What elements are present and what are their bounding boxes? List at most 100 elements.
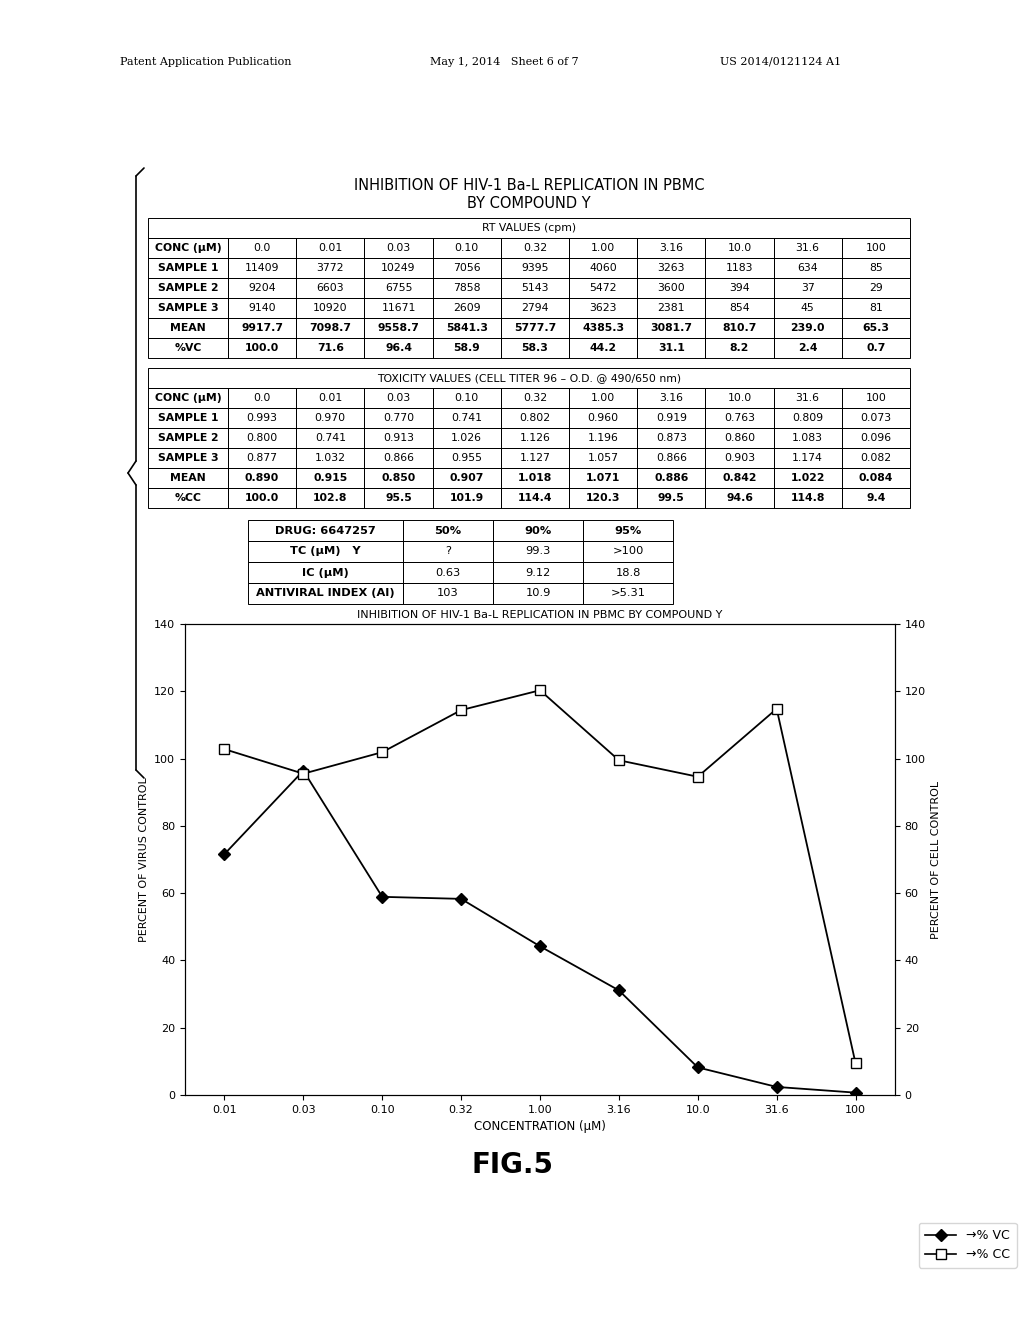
Bar bbox=[637, 238, 706, 257]
Bar bbox=[148, 368, 910, 388]
Text: 11671: 11671 bbox=[381, 304, 416, 313]
Bar bbox=[501, 408, 569, 428]
Text: 0.866: 0.866 bbox=[655, 453, 687, 463]
Text: RT VALUES (cpm): RT VALUES (cpm) bbox=[482, 223, 577, 234]
Text: 2381: 2381 bbox=[657, 304, 685, 313]
Y-axis label: PERCENT OF CELL CONTROL: PERCENT OF CELL CONTROL bbox=[932, 780, 941, 939]
Text: 2609: 2609 bbox=[453, 304, 480, 313]
Bar bbox=[773, 257, 842, 279]
Bar bbox=[773, 298, 842, 318]
Bar bbox=[228, 428, 296, 447]
Text: 0.860: 0.860 bbox=[724, 433, 755, 444]
Text: 0.873: 0.873 bbox=[655, 433, 687, 444]
Text: 2.4: 2.4 bbox=[798, 343, 817, 352]
Text: 394: 394 bbox=[729, 282, 750, 293]
Text: 103: 103 bbox=[437, 589, 459, 598]
Bar bbox=[501, 428, 569, 447]
Bar bbox=[432, 428, 501, 447]
Bar bbox=[432, 279, 501, 298]
Text: 101.9: 101.9 bbox=[450, 492, 483, 503]
Text: Patent Application Publication: Patent Application Publication bbox=[120, 57, 292, 67]
Bar bbox=[296, 408, 365, 428]
Bar bbox=[148, 338, 228, 358]
Text: SAMPLE 3: SAMPLE 3 bbox=[158, 304, 218, 313]
Text: 90%: 90% bbox=[524, 525, 552, 536]
Text: 0.073: 0.073 bbox=[860, 413, 892, 422]
Text: 1.026: 1.026 bbox=[452, 433, 482, 444]
Text: 0.03: 0.03 bbox=[386, 243, 411, 253]
Bar bbox=[365, 469, 432, 488]
Text: TC (μM)   Y: TC (μM) Y bbox=[290, 546, 360, 557]
Text: 0.0: 0.0 bbox=[253, 393, 270, 403]
Text: 5777.7: 5777.7 bbox=[514, 323, 556, 333]
Text: %CC: %CC bbox=[174, 492, 202, 503]
Text: IC (μM): IC (μM) bbox=[302, 568, 349, 578]
Bar bbox=[501, 338, 569, 358]
Text: 4060: 4060 bbox=[589, 263, 617, 273]
Bar bbox=[501, 318, 569, 338]
Bar bbox=[228, 279, 296, 298]
Text: 7098.7: 7098.7 bbox=[309, 323, 351, 333]
Text: CONC (μM): CONC (μM) bbox=[155, 393, 221, 403]
Bar bbox=[583, 562, 673, 583]
Bar bbox=[569, 469, 637, 488]
Text: 114.8: 114.8 bbox=[791, 492, 825, 503]
Text: 1.127: 1.127 bbox=[519, 453, 550, 463]
Title: INHIBITION OF HIV-1 Ba-L REPLICATION IN PBMC BY COMPOUND Y: INHIBITION OF HIV-1 Ba-L REPLICATION IN … bbox=[357, 610, 723, 620]
Bar bbox=[706, 408, 773, 428]
Bar bbox=[365, 338, 432, 358]
Bar bbox=[296, 238, 365, 257]
Text: 31.1: 31.1 bbox=[657, 343, 685, 352]
Bar bbox=[773, 238, 842, 257]
Text: 37: 37 bbox=[801, 282, 814, 293]
Text: SAMPLE 2: SAMPLE 2 bbox=[158, 433, 218, 444]
Text: 7056: 7056 bbox=[453, 263, 480, 273]
Bar bbox=[403, 583, 493, 605]
Text: 9204: 9204 bbox=[248, 282, 275, 293]
Text: 1183: 1183 bbox=[726, 263, 754, 273]
Bar bbox=[501, 469, 569, 488]
Bar bbox=[432, 488, 501, 508]
Bar bbox=[296, 488, 365, 508]
Text: 99.3: 99.3 bbox=[525, 546, 551, 557]
Bar bbox=[773, 279, 842, 298]
Text: 120.3: 120.3 bbox=[586, 492, 621, 503]
Text: ?: ? bbox=[445, 546, 451, 557]
Bar bbox=[228, 257, 296, 279]
Bar bbox=[403, 520, 493, 541]
Text: CONC (μM): CONC (μM) bbox=[155, 243, 221, 253]
Text: 5143: 5143 bbox=[521, 282, 549, 293]
Bar bbox=[365, 238, 432, 257]
Bar bbox=[501, 279, 569, 298]
Text: 3.16: 3.16 bbox=[659, 243, 683, 253]
Text: 0.10: 0.10 bbox=[455, 393, 479, 403]
Bar bbox=[569, 428, 637, 447]
Text: 6755: 6755 bbox=[385, 282, 413, 293]
Bar bbox=[148, 408, 228, 428]
Bar bbox=[637, 469, 706, 488]
Text: 9917.7: 9917.7 bbox=[241, 323, 283, 333]
Bar bbox=[148, 279, 228, 298]
Bar bbox=[773, 338, 842, 358]
Bar bbox=[706, 488, 773, 508]
Bar bbox=[637, 488, 706, 508]
Bar bbox=[569, 298, 637, 318]
Bar bbox=[432, 238, 501, 257]
Text: 0.993: 0.993 bbox=[247, 413, 278, 422]
Bar bbox=[432, 257, 501, 279]
Bar bbox=[228, 469, 296, 488]
Text: 0.763: 0.763 bbox=[724, 413, 755, 422]
Bar bbox=[842, 338, 910, 358]
Bar bbox=[365, 279, 432, 298]
Bar bbox=[228, 298, 296, 318]
Bar bbox=[842, 238, 910, 257]
Bar bbox=[365, 447, 432, 469]
Text: 29: 29 bbox=[869, 282, 883, 293]
Bar bbox=[842, 408, 910, 428]
Bar bbox=[501, 298, 569, 318]
Text: 1.032: 1.032 bbox=[314, 453, 346, 463]
Bar bbox=[637, 279, 706, 298]
Bar bbox=[296, 318, 365, 338]
Bar bbox=[583, 583, 673, 605]
Bar bbox=[432, 408, 501, 428]
